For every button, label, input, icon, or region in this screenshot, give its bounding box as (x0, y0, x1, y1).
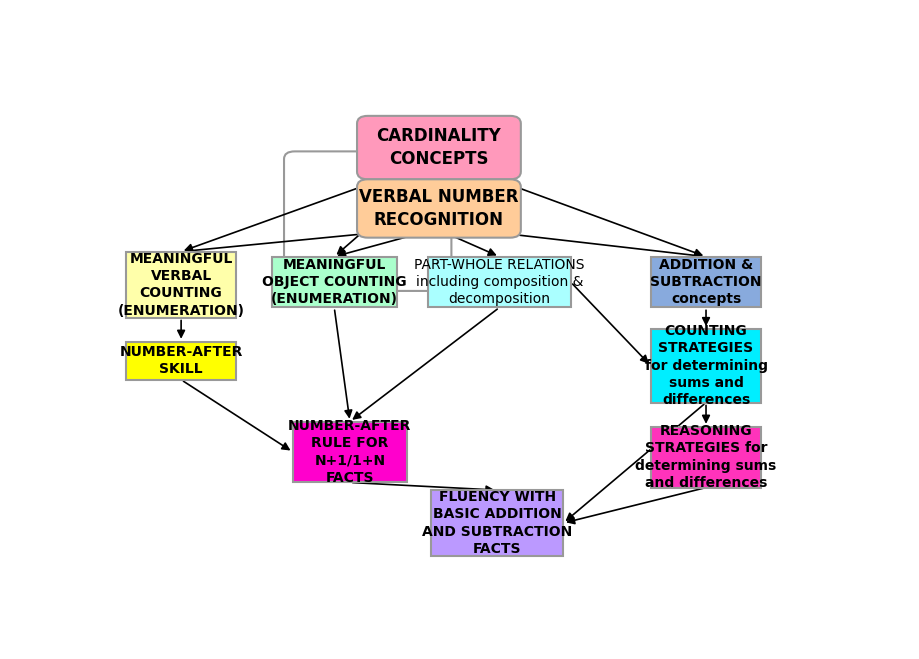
Text: COUNTING
STRATEGIES
for determining
sums and
differences: COUNTING STRATEGIES for determining sums… (644, 324, 767, 407)
Text: NUMBER-AFTER
RULE FOR
N+1/1+N
FACTS: NUMBER-AFTER RULE FOR N+1/1+N FACTS (289, 419, 412, 485)
FancyBboxPatch shape (293, 422, 407, 482)
Text: MEANINGFUL
OBJECT COUNTING
(ENUMERATION): MEANINGFUL OBJECT COUNTING (ENUMERATION) (262, 258, 406, 306)
FancyBboxPatch shape (357, 179, 521, 238)
Text: CARDINALITY
CONCEPTS: CARDINALITY CONCEPTS (377, 127, 501, 167)
Text: MEANINGFUL
VERBAL
COUNTING
(ENUMERATION): MEANINGFUL VERBAL COUNTING (ENUMERATION) (118, 252, 244, 318)
Text: REASONING
STRATEGIES for
determining sums
and differences: REASONING STRATEGIES for determining sum… (635, 424, 777, 490)
FancyBboxPatch shape (357, 116, 521, 179)
Text: NUMBER-AFTER
SKILL: NUMBER-AFTER SKILL (119, 345, 243, 376)
FancyBboxPatch shape (651, 426, 761, 488)
FancyBboxPatch shape (651, 329, 761, 403)
FancyBboxPatch shape (272, 257, 397, 307)
FancyBboxPatch shape (428, 257, 571, 307)
FancyBboxPatch shape (126, 341, 236, 380)
Text: FLUENCY WITH
BASIC ADDITION
AND SUBTRACTION
FACTS: FLUENCY WITH BASIC ADDITION AND SUBTRACT… (422, 490, 573, 556)
Text: PART-WHOLE RELATIONS
including composition &
decomposition: PART-WHOLE RELATIONS including compositi… (414, 258, 584, 306)
FancyBboxPatch shape (431, 490, 563, 556)
FancyBboxPatch shape (126, 252, 236, 318)
FancyBboxPatch shape (651, 257, 761, 307)
Text: VERBAL NUMBER
RECOGNITION: VERBAL NUMBER RECOGNITION (359, 188, 518, 229)
Text: ADDITION &
SUBTRACTION
concepts: ADDITION & SUBTRACTION concepts (651, 258, 762, 306)
